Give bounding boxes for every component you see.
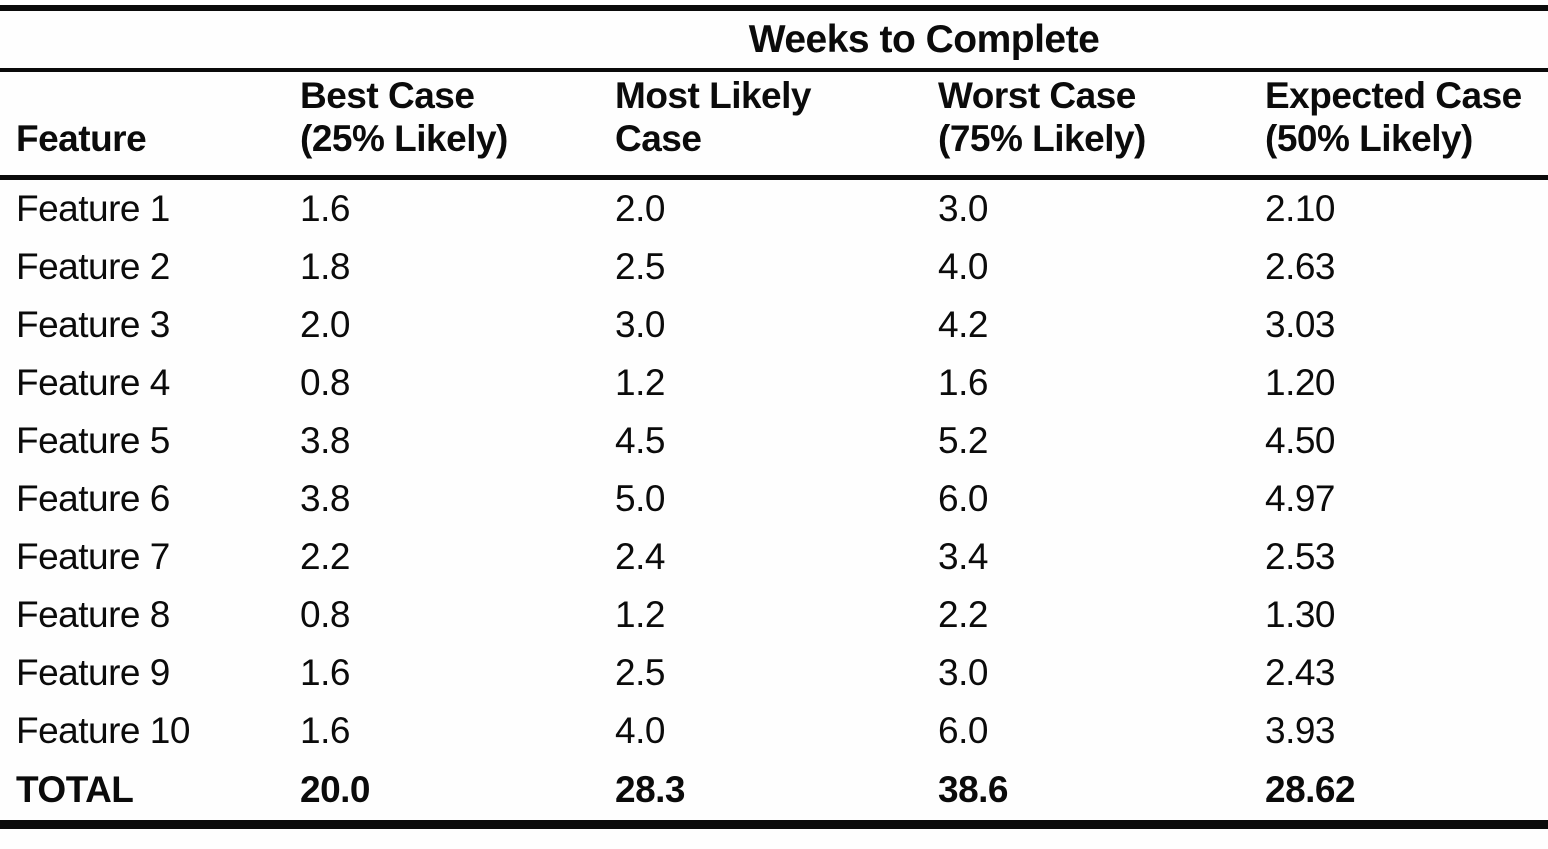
cell-feature: Feature 6: [16, 477, 170, 519]
table-row: Feature 8 0.8 1.2 2.2 1.30: [0, 586, 1548, 644]
cell-most-likely-case: 4.0: [615, 709, 665, 751]
cell-worst-case: 6.0: [938, 477, 988, 519]
cell-expected-case: 2.10: [1265, 187, 1336, 229]
cell-most-likely-case: 1.2: [615, 361, 665, 403]
cell-most-likely-case: 4.5: [615, 419, 665, 461]
cell-feature: Feature 9: [16, 651, 170, 693]
cell-most-likely-case: 2.5: [615, 245, 665, 287]
spanning-header-row: Weeks to Complete: [0, 8, 1548, 70]
cell-expected-case: 1.30: [1265, 593, 1336, 635]
column-header-expected-case-label: Expected Case: [1265, 75, 1522, 117]
cell-expected-case: 3.03: [1265, 303, 1336, 345]
spanning-header-spacer: [0, 8, 300, 70]
cell-most-likely-case: 3.0: [615, 303, 665, 345]
estimation-table: Weeks to Complete Feature Best Case (25%…: [0, 5, 1548, 829]
cell-feature: Feature 5: [16, 419, 170, 461]
cell-best-case: 2.0: [300, 303, 350, 345]
cell-expected-case: 4.50: [1265, 419, 1336, 461]
cell-feature: Feature 8: [16, 593, 170, 635]
cell-best-case: 1.6: [300, 709, 350, 751]
cell-expected-case: 2.43: [1265, 651, 1336, 693]
cell-most-likely-case: 5.0: [615, 477, 665, 519]
cell-best-case: 3.8: [300, 477, 350, 519]
cell-most-likely-case: 1.2: [615, 593, 665, 635]
column-header-most-likely-case: Most Likely Case: [615, 70, 938, 177]
table-row: Feature 7 2.2 2.4 3.4 2.53: [0, 528, 1548, 586]
cell-most-likely-case: 28.3: [615, 768, 686, 810]
cell-best-case: 1.8: [300, 245, 350, 287]
cell-worst-case: 38.6: [938, 768, 1009, 810]
column-header-worst-case-label: Worst Case: [938, 75, 1136, 117]
cell-expected-case: 3.93: [1265, 709, 1336, 751]
cell-best-case: 20.0: [300, 768, 371, 810]
cell-feature: Feature 7: [16, 535, 170, 577]
table-row: Feature 2 1.8 2.5 4.0 2.63: [0, 238, 1548, 296]
table-row: Feature 1 1.6 2.0 3.0 2.10: [0, 177, 1548, 238]
cell-feature: TOTAL: [16, 768, 134, 810]
cell-worst-case: 4.0: [938, 245, 988, 287]
cell-best-case: 0.8: [300, 361, 350, 403]
column-header-feature: Feature: [0, 70, 300, 177]
table-row: Feature 3 2.0 3.0 4.2 3.03: [0, 296, 1548, 354]
cell-expected-case: 2.63: [1265, 245, 1336, 287]
cell-best-case: 1.6: [300, 187, 350, 229]
table-row: Feature 4 0.8 1.2 1.6 1.20: [0, 354, 1548, 412]
cell-best-case: 3.8: [300, 419, 350, 461]
cell-expected-case: 28.62: [1265, 768, 1356, 810]
cell-worst-case: 1.6: [938, 361, 988, 403]
cell-best-case: 2.2: [300, 535, 350, 577]
cell-feature: Feature 2: [16, 245, 170, 287]
cell-expected-case: 1.20: [1265, 361, 1336, 403]
cell-worst-case: 3.0: [938, 187, 988, 229]
cell-worst-case: 4.2: [938, 303, 988, 345]
cell-worst-case: 2.2: [938, 593, 988, 635]
column-header-worst-case: Worst Case (75% Likely): [938, 70, 1265, 177]
cell-worst-case: 3.4: [938, 535, 988, 577]
column-header-worst-case-sublabel: (75% Likely): [938, 117, 1146, 159]
cell-most-likely-case: 2.4: [615, 535, 665, 577]
column-header-expected-case-sublabel: (50% Likely): [1265, 117, 1473, 159]
column-header-feature-label: Feature: [16, 117, 147, 159]
table-body: Feature 1 1.6 2.0 3.0 2.10 Feature 2 1.8…: [0, 177, 1548, 824]
cell-worst-case: 3.0: [938, 651, 988, 693]
weeks-to-complete-header: Weeks to Complete: [748, 17, 1100, 61]
cell-best-case: 1.6: [300, 651, 350, 693]
cell-feature: Feature 4: [16, 361, 170, 403]
table-row: Feature 6 3.8 5.0 6.0 4.97: [0, 470, 1548, 528]
cell-expected-case: 2.53: [1265, 535, 1336, 577]
table-row: Feature 9 1.6 2.5 3.0 2.43: [0, 644, 1548, 702]
column-header-expected-case: Expected Case (50% Likely): [1265, 70, 1548, 177]
cell-feature: Feature 1: [16, 187, 170, 229]
column-header-row: Feature Best Case (25% Likely) Most Like…: [0, 70, 1548, 177]
column-header-best-case: Best Case (25% Likely): [300, 70, 615, 177]
column-header-most-likely-sublabel: Case: [615, 117, 702, 159]
total-row: TOTAL 20.0 28.3 38.6 28.62: [0, 760, 1548, 825]
column-header-best-case-label: Best Case: [300, 75, 475, 117]
column-header-best-case-sublabel: (25% Likely): [300, 117, 508, 159]
cell-expected-case: 4.97: [1265, 477, 1336, 519]
cell-most-likely-case: 2.0: [615, 187, 665, 229]
scanned-page: Weeks to Complete Feature Best Case (25%…: [0, 5, 1548, 849]
table-row: Feature 5 3.8 4.5 5.2 4.50: [0, 412, 1548, 470]
cell-feature: Feature 10: [16, 709, 190, 751]
table-row: Feature 10 1.6 4.0 6.0 3.93: [0, 702, 1548, 760]
cell-most-likely-case: 2.5: [615, 651, 665, 693]
cell-feature: Feature 3: [16, 303, 170, 345]
cell-worst-case: 6.0: [938, 709, 988, 751]
cell-worst-case: 5.2: [938, 419, 988, 461]
cell-best-case: 0.8: [300, 593, 350, 635]
column-header-most-likely-label: Most Likely: [615, 75, 812, 117]
